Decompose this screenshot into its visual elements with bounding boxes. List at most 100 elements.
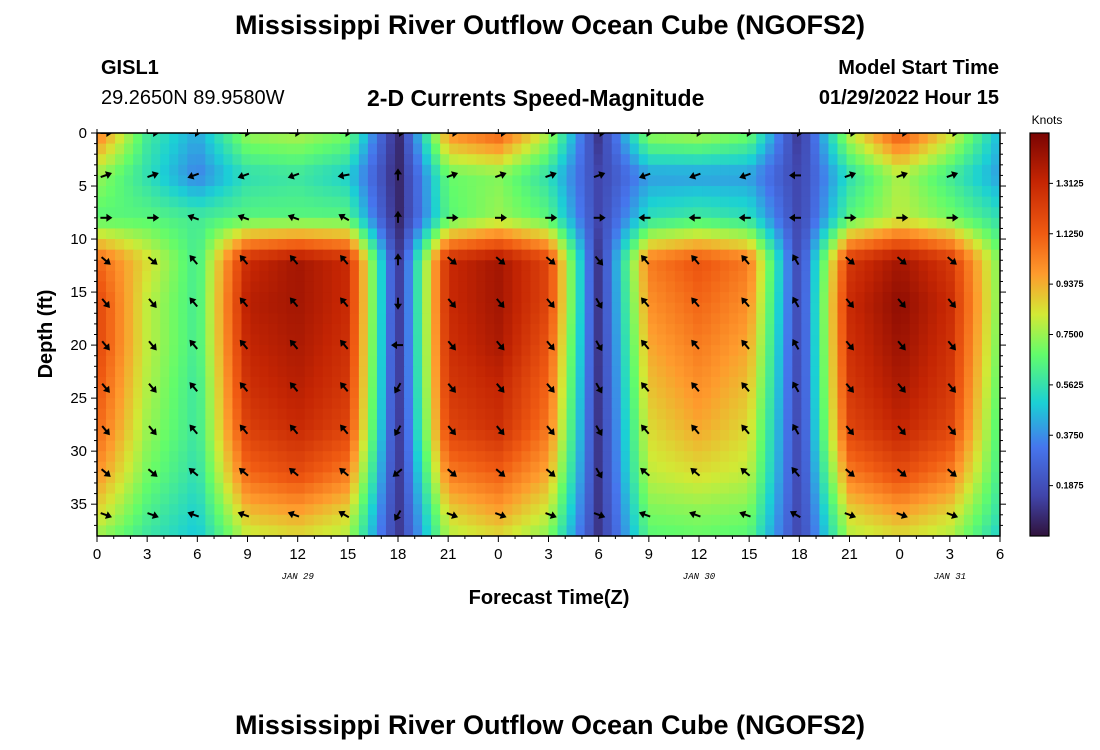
heatmap-cell <box>142 302 152 314</box>
heatmap-cell <box>367 419 378 431</box>
current-arrow <box>187 213 200 222</box>
heatmap-cell <box>602 408 613 420</box>
heatmap-cell <box>313 154 324 166</box>
heatmap-cell <box>602 440 613 452</box>
y-axis-label: Depth (ft) <box>35 290 57 379</box>
heatmap-cell <box>891 408 902 420</box>
heatmap-cell <box>449 217 459 230</box>
heatmap-cell <box>566 398 577 410</box>
heatmap-cell <box>169 504 179 516</box>
heatmap-cell <box>250 334 261 346</box>
heatmap-cell <box>106 376 116 389</box>
heatmap-cell <box>449 493 459 505</box>
heatmap-cell <box>620 514 631 526</box>
heatmap-cell <box>394 472 405 484</box>
heatmap-cell <box>819 376 830 389</box>
heatmap-cell <box>584 525 595 536</box>
heatmap-cell <box>512 217 523 230</box>
heatmap-cell <box>810 228 820 240</box>
heatmap-cell <box>394 133 405 145</box>
heatmap-cell <box>855 345 866 357</box>
heatmap-cell <box>422 504 432 516</box>
heatmap-cell <box>187 504 197 516</box>
heatmap-cell <box>115 292 125 304</box>
heatmap-cell <box>449 334 459 346</box>
heatmap-cell <box>783 260 793 272</box>
heatmap-cell <box>295 482 306 495</box>
heatmap-cell <box>277 408 288 420</box>
heatmap-cell <box>756 451 766 463</box>
current-arrow <box>792 339 800 350</box>
heatmap-cell <box>358 398 369 410</box>
heatmap-cell <box>367 525 378 536</box>
heatmap-cell <box>656 429 667 442</box>
heatmap-cell <box>873 493 884 505</box>
heatmap-cell <box>837 440 848 452</box>
heatmap-cell <box>738 334 748 346</box>
heatmap-cell <box>367 302 378 314</box>
heatmap-cell <box>548 472 559 484</box>
current-arrow <box>495 256 506 265</box>
heatmap-cell <box>927 461 938 473</box>
heatmap-cell <box>990 302 1000 314</box>
heatmap-cell <box>97 186 107 198</box>
heatmap-cell <box>683 355 694 367</box>
heatmap-cell <box>584 440 595 452</box>
heatmap-cell <box>476 323 486 336</box>
heatmap-cell <box>440 376 450 389</box>
heatmap-cell <box>801 366 811 378</box>
heatmap-cell <box>593 408 604 420</box>
heatmap-cell <box>367 355 378 367</box>
heatmap-cell <box>494 451 504 463</box>
heatmap-cell <box>756 334 766 346</box>
heatmap-cell <box>756 408 766 420</box>
heatmap-cell <box>349 472 360 484</box>
heatmap-cell <box>124 133 134 145</box>
heatmap-cell <box>124 472 134 484</box>
heatmap-cell <box>494 302 504 314</box>
heatmap-cell <box>963 440 974 452</box>
heatmap-cell <box>340 408 351 420</box>
heatmap-cell <box>512 493 523 505</box>
heatmap-cell <box>575 133 586 145</box>
heatmap-cell <box>891 504 902 516</box>
heatmap-cell <box>810 408 820 420</box>
heatmap-cell <box>990 504 1000 516</box>
current-arrow <box>496 340 505 351</box>
heatmap-cell <box>232 249 243 261</box>
heatmap-cell <box>97 175 107 187</box>
heatmap-cell <box>548 334 559 346</box>
heatmap-cell <box>250 398 261 410</box>
heatmap-cell <box>602 175 613 187</box>
heatmap-cell <box>683 281 694 293</box>
heatmap-cell <box>954 398 965 410</box>
heatmap-cell <box>674 302 685 314</box>
current-arrow <box>897 425 906 436</box>
heatmap-cell <box>187 302 197 314</box>
heatmap-cell <box>972 514 983 526</box>
heatmap-cell <box>259 228 270 240</box>
heatmap-cell <box>232 398 243 410</box>
heatmap-cell <box>133 482 143 495</box>
heatmap-cell <box>232 440 243 452</box>
current-arrow <box>289 382 299 392</box>
heatmap-cell <box>711 419 721 431</box>
heatmap-cell <box>683 302 694 314</box>
heatmap-cell <box>765 164 775 177</box>
heatmap-cell <box>981 217 992 230</box>
heatmap-cell <box>629 133 640 145</box>
heatmap-cell <box>864 472 875 484</box>
heatmap-cell <box>503 175 513 187</box>
heatmap-cell <box>674 260 685 272</box>
heatmap-cell <box>638 164 649 177</box>
heatmap-cell <box>620 451 631 463</box>
heatmap-cell <box>720 175 730 187</box>
heatmap-cell <box>954 302 965 314</box>
heatmap-cell <box>178 376 188 389</box>
heatmap-cell <box>142 260 152 272</box>
heatmap-cell <box>268 154 279 166</box>
heatmap-cell <box>611 440 622 452</box>
heatmap-cell <box>277 302 288 314</box>
heatmap-cell <box>909 504 920 516</box>
heatmap-cell <box>250 493 261 505</box>
